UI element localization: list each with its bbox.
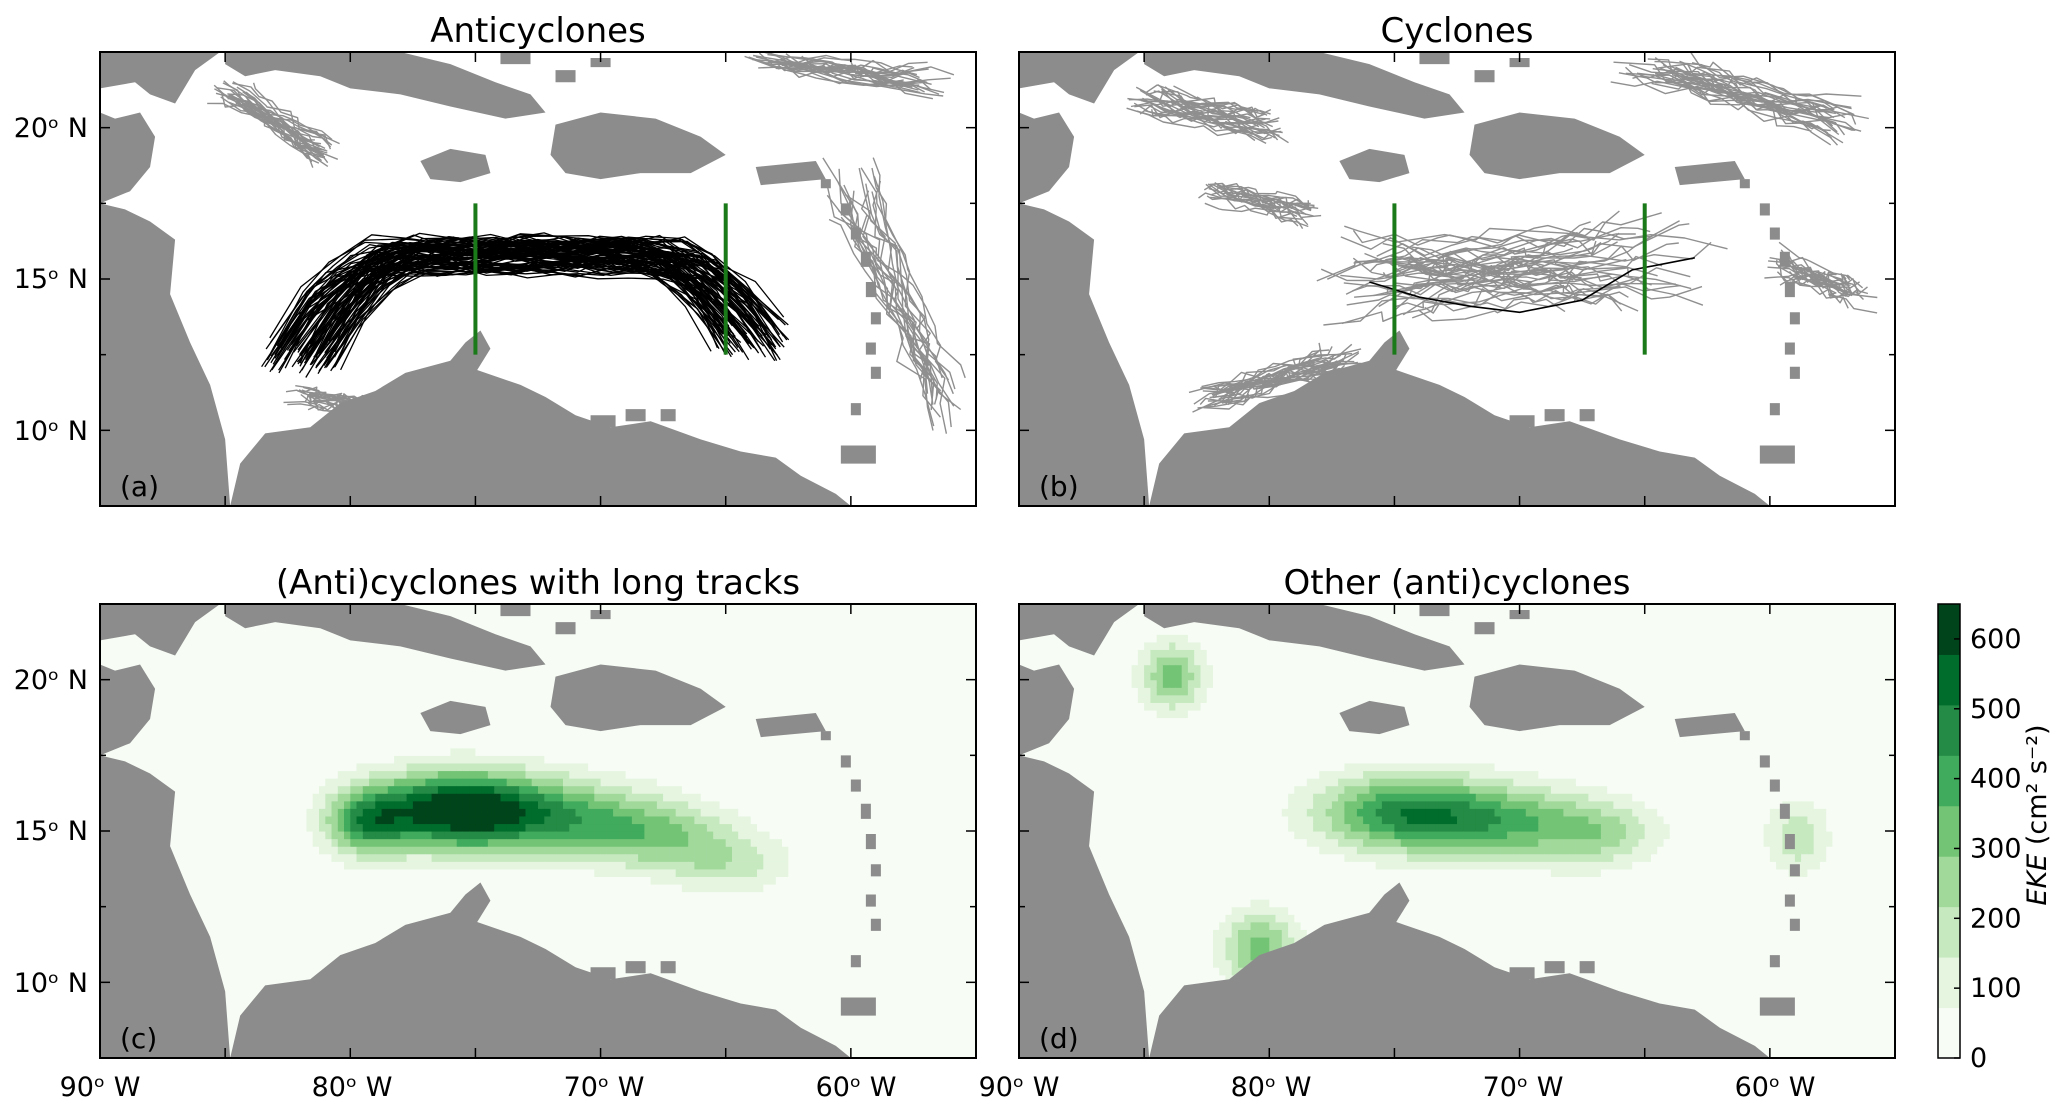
tick-marks xyxy=(100,52,976,506)
panel-b-title: Cyclones xyxy=(1381,11,1534,51)
lon-label-90-left: 90ᵒ W xyxy=(60,1072,141,1103)
panel-d-map xyxy=(1018,603,1896,1059)
panel-a-tag: (a) xyxy=(120,470,159,503)
lon-label-80-right: 80ᵒ W xyxy=(1231,1072,1312,1103)
colorbar-segment xyxy=(1938,604,1960,655)
colorbar-segment xyxy=(1938,906,1960,958)
colorbar-segment xyxy=(1938,957,1960,1009)
panel-c-tag: (c) xyxy=(120,1022,157,1055)
eke-field xyxy=(1125,626,1840,1006)
lon-label-60-left: 60ᵒ W xyxy=(816,1072,897,1103)
colorbar-tick-label: 0 xyxy=(1970,1043,1987,1074)
colorbar-segment xyxy=(1938,856,1960,908)
lat-label-15-top: 15ᵒ N xyxy=(14,264,88,295)
colorbar-segment xyxy=(1938,1007,1960,1059)
colorbar-segment xyxy=(1938,755,1960,807)
lat-label-20-top: 20ᵒ N xyxy=(14,113,88,144)
eke-field xyxy=(294,740,814,900)
panel-a-title: Anticyclones xyxy=(430,11,646,51)
lon-label-70-right: 70ᵒ W xyxy=(1483,1072,1564,1103)
panel-c-map xyxy=(99,603,977,1059)
colorbar-label: EKE (cm² s⁻²) xyxy=(2022,724,2053,905)
panel-d-title: Other (anti)cyclones xyxy=(1284,563,1631,603)
colorbar-tick-label: 200 xyxy=(1970,903,2022,934)
colorbar-tick-label: 500 xyxy=(1970,694,2022,725)
lon-label-90-right: 90ᵒ W xyxy=(979,1072,1060,1103)
panel-c-title: (Anti)cyclones with long tracks xyxy=(276,563,800,603)
colorbar-tick-label: 400 xyxy=(1970,764,2022,795)
eddy-tracks xyxy=(1126,52,1878,413)
colorbar-segment xyxy=(1938,704,1960,756)
panel-b-tag: (b) xyxy=(1039,470,1079,503)
colorbar-segment xyxy=(1938,805,1960,857)
panel-a-map xyxy=(99,51,977,507)
lon-labels-left: 90ᵒ W 80ᵒ W 70ᵒ W 60ᵒ W xyxy=(60,1072,897,1103)
tick-marks xyxy=(1019,604,1895,1058)
tick-marks xyxy=(1019,52,1895,506)
colorbar-tick-label: 600 xyxy=(1970,624,2022,655)
colorbar-label-italic: EKE xyxy=(2022,854,2053,906)
colorbar-label-units: (cm² s⁻²) xyxy=(2022,724,2053,853)
lat-label-20-bottom: 20ᵒ N xyxy=(14,665,88,696)
lon-labels-right: 90ᵒ W 80ᵒ W 70ᵒ W 60ᵒ W xyxy=(979,1072,1816,1103)
tick-marks xyxy=(100,604,976,1058)
panel-b-map xyxy=(1018,51,1896,507)
eke-colorbar: 0 100 200 300 400 500 600 xyxy=(1937,603,2022,1074)
lon-label-60-right: 60ᵒ W xyxy=(1735,1072,1816,1103)
eddy-tracks xyxy=(207,52,966,434)
lat-labels-bottom: 20ᵒ N 15ᵒ N 10ᵒ N xyxy=(14,665,88,999)
lat-label-15-bottom: 15ᵒ N xyxy=(14,816,88,847)
colorbar-tick-label: 100 xyxy=(1970,973,2022,1004)
lon-label-80-left: 80ᵒ W xyxy=(312,1072,393,1103)
lat-labels-top: 20ᵒ N 15ᵒ N 10ᵒ N xyxy=(14,113,88,447)
colorbar-tick-label: 300 xyxy=(1970,833,2022,864)
colorbar-segment xyxy=(1938,654,1960,706)
lon-label-70-left: 70ᵒ W xyxy=(564,1072,645,1103)
lat-label-10-bottom: 10ᵒ N xyxy=(14,968,88,999)
lat-label-10-top: 10ᵒ N xyxy=(14,416,88,447)
panel-d-tag: (d) xyxy=(1039,1022,1079,1055)
